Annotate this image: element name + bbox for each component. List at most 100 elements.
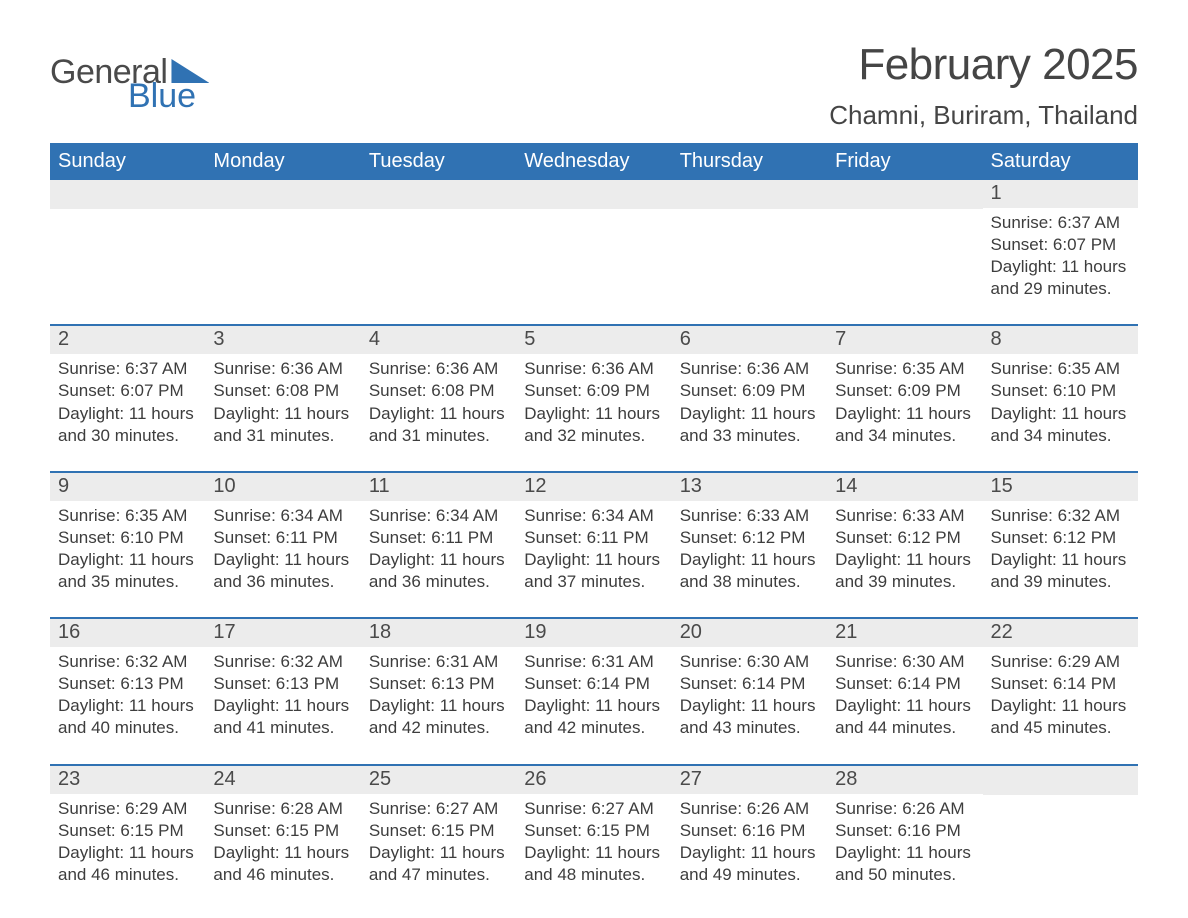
sunrise-text: Sunrise: 6:32 AM: [58, 651, 197, 673]
sunset-text: Sunset: 6:15 PM: [213, 820, 352, 842]
sunset-text: Sunset: 6:14 PM: [524, 673, 663, 695]
daylight-text: Daylight: 11 hours and 37 minutes.: [524, 549, 663, 593]
day-number: 5: [516, 326, 671, 354]
day-number: 27: [672, 766, 827, 794]
sunset-text: Sunset: 6:09 PM: [835, 380, 974, 402]
day-number: 11: [361, 473, 516, 501]
day-number: 18: [361, 619, 516, 647]
day-cell: 18Sunrise: 6:31 AMSunset: 6:13 PMDayligh…: [361, 619, 516, 743]
day-number: 15: [983, 473, 1138, 501]
day-body: Sunrise: 6:35 AMSunset: 6:09 PMDaylight:…: [827, 354, 982, 450]
daylight-text: Daylight: 11 hours and 44 minutes.: [835, 695, 974, 739]
day-cell: 26Sunrise: 6:27 AMSunset: 6:15 PMDayligh…: [516, 766, 671, 890]
day-cell: 1Sunrise: 6:37 AMSunset: 6:07 PMDaylight…: [983, 180, 1138, 304]
day-cell: 21Sunrise: 6:30 AMSunset: 6:14 PMDayligh…: [827, 619, 982, 743]
weeks-container: 1 Sunrise: 6:37 AMSunset: 6:07 PMDaylight…: [50, 180, 1138, 890]
day-body: Sunrise: 6:36 AMSunset: 6:09 PMDaylight:…: [516, 354, 671, 450]
day-cell: [516, 180, 671, 304]
daylight-text: Daylight: 11 hours and 36 minutes.: [369, 549, 508, 593]
day-number: 7: [827, 326, 982, 354]
sunset-text: Sunset: 6:13 PM: [58, 673, 197, 695]
day-body: Sunrise: 6:32 AMSunset: 6:13 PMDaylight:…: [205, 647, 360, 743]
sunset-text: Sunset: 6:12 PM: [835, 527, 974, 549]
daylight-text: Daylight: 11 hours and 48 minutes.: [524, 842, 663, 886]
day-cell: 8Sunrise: 6:35 AMSunset: 6:10 PMDaylight…: [983, 326, 1138, 450]
daylight-text: Daylight: 11 hours and 38 minutes.: [680, 549, 819, 593]
day-body: Sunrise: 6:27 AMSunset: 6:15 PMDaylight:…: [516, 794, 671, 890]
day-of-week-header: Sunday Monday Tuesday Wednesday Thursday…: [50, 143, 1138, 180]
day-body: Sunrise: 6:29 AMSunset: 6:14 PMDaylight:…: [983, 647, 1138, 743]
sunset-text: Sunset: 6:11 PM: [524, 527, 663, 549]
sunrise-text: Sunrise: 6:32 AM: [213, 651, 352, 673]
sunset-text: Sunset: 6:07 PM: [58, 380, 197, 402]
day-cell: [361, 180, 516, 304]
dow-wednesday: Wednesday: [516, 143, 671, 180]
daylight-text: Daylight: 11 hours and 34 minutes.: [835, 403, 974, 447]
day-number: 4: [361, 326, 516, 354]
sunrise-text: Sunrise: 6:31 AM: [524, 651, 663, 673]
daylight-text: Daylight: 11 hours and 45 minutes.: [991, 695, 1130, 739]
day-number: 13: [672, 473, 827, 501]
day-body: Sunrise: 6:26 AMSunset: 6:16 PMDaylight:…: [672, 794, 827, 890]
day-cell: 15Sunrise: 6:32 AMSunset: 6:12 PMDayligh…: [983, 473, 1138, 597]
day-cell: 12Sunrise: 6:34 AMSunset: 6:11 PMDayligh…: [516, 473, 671, 597]
day-number: 16: [50, 619, 205, 647]
dow-thursday: Thursday: [672, 143, 827, 180]
day-number: 3: [205, 326, 360, 354]
day-cell: 16Sunrise: 6:32 AMSunset: 6:13 PMDayligh…: [50, 619, 205, 743]
daylight-text: Daylight: 11 hours and 46 minutes.: [213, 842, 352, 886]
sunrise-text: Sunrise: 6:32 AM: [991, 505, 1130, 527]
daylight-text: Daylight: 11 hours and 35 minutes.: [58, 549, 197, 593]
day-body: Sunrise: 6:29 AMSunset: 6:15 PMDaylight:…: [50, 794, 205, 890]
day-body: Sunrise: 6:37 AMSunset: 6:07 PMDaylight:…: [50, 354, 205, 450]
daylight-text: Daylight: 11 hours and 31 minutes.: [213, 403, 352, 447]
logo: General Blue: [50, 55, 209, 113]
day-cell: 24Sunrise: 6:28 AMSunset: 6:15 PMDayligh…: [205, 766, 360, 890]
sunrise-text: Sunrise: 6:33 AM: [835, 505, 974, 527]
day-number: 10: [205, 473, 360, 501]
day-number: 22: [983, 619, 1138, 647]
day-cell: 23Sunrise: 6:29 AMSunset: 6:15 PMDayligh…: [50, 766, 205, 890]
day-body: Sunrise: 6:36 AMSunset: 6:08 PMDaylight:…: [361, 354, 516, 450]
day-number: 17: [205, 619, 360, 647]
daylight-text: Daylight: 11 hours and 47 minutes.: [369, 842, 508, 886]
day-body: Sunrise: 6:33 AMSunset: 6:12 PMDaylight:…: [672, 501, 827, 597]
sunrise-text: Sunrise: 6:36 AM: [680, 358, 819, 380]
daylight-text: Daylight: 11 hours and 46 minutes.: [58, 842, 197, 886]
sunrise-text: Sunrise: 6:33 AM: [680, 505, 819, 527]
day-body: Sunrise: 6:36 AMSunset: 6:08 PMDaylight:…: [205, 354, 360, 450]
day-number: 28: [827, 766, 982, 794]
daylight-text: Daylight: 11 hours and 33 minutes.: [680, 403, 819, 447]
day-body: Sunrise: 6:34 AMSunset: 6:11 PMDaylight:…: [361, 501, 516, 597]
daylight-text: Daylight: 11 hours and 29 minutes.: [991, 256, 1130, 300]
day-number: [50, 180, 205, 209]
sunrise-text: Sunrise: 6:31 AM: [369, 651, 508, 673]
sunset-text: Sunset: 6:16 PM: [680, 820, 819, 842]
day-cell: 27Sunrise: 6:26 AMSunset: 6:16 PMDayligh…: [672, 766, 827, 890]
header: General Blue February 2025 Chamni, Burir…: [50, 40, 1138, 131]
day-body: Sunrise: 6:36 AMSunset: 6:09 PMDaylight:…: [672, 354, 827, 450]
daylight-text: Daylight: 11 hours and 42 minutes.: [524, 695, 663, 739]
sunset-text: Sunset: 6:12 PM: [991, 527, 1130, 549]
sunset-text: Sunset: 6:15 PM: [524, 820, 663, 842]
sunset-text: Sunset: 6:09 PM: [524, 380, 663, 402]
day-cell: 4Sunrise: 6:36 AMSunset: 6:08 PMDaylight…: [361, 326, 516, 450]
day-body: Sunrise: 6:31 AMSunset: 6:14 PMDaylight:…: [516, 647, 671, 743]
sunset-text: Sunset: 6:07 PM: [991, 234, 1130, 256]
day-number: [205, 180, 360, 209]
logo-flag-icon: [171, 59, 209, 83]
day-number: 20: [672, 619, 827, 647]
sunset-text: Sunset: 6:12 PM: [680, 527, 819, 549]
day-cell: 2Sunrise: 6:37 AMSunset: 6:07 PMDaylight…: [50, 326, 205, 450]
sunrise-text: Sunrise: 6:36 AM: [213, 358, 352, 380]
day-number: 12: [516, 473, 671, 501]
daylight-text: Daylight: 11 hours and 49 minutes.: [680, 842, 819, 886]
day-cell: 13Sunrise: 6:33 AMSunset: 6:12 PMDayligh…: [672, 473, 827, 597]
day-cell: 6Sunrise: 6:36 AMSunset: 6:09 PMDaylight…: [672, 326, 827, 450]
day-number: 1: [983, 180, 1138, 208]
daylight-text: Daylight: 11 hours and 34 minutes.: [991, 403, 1130, 447]
day-cell: 3Sunrise: 6:36 AMSunset: 6:08 PMDaylight…: [205, 326, 360, 450]
sunset-text: Sunset: 6:10 PM: [58, 527, 197, 549]
sunset-text: Sunset: 6:09 PM: [680, 380, 819, 402]
day-number: [983, 766, 1138, 795]
